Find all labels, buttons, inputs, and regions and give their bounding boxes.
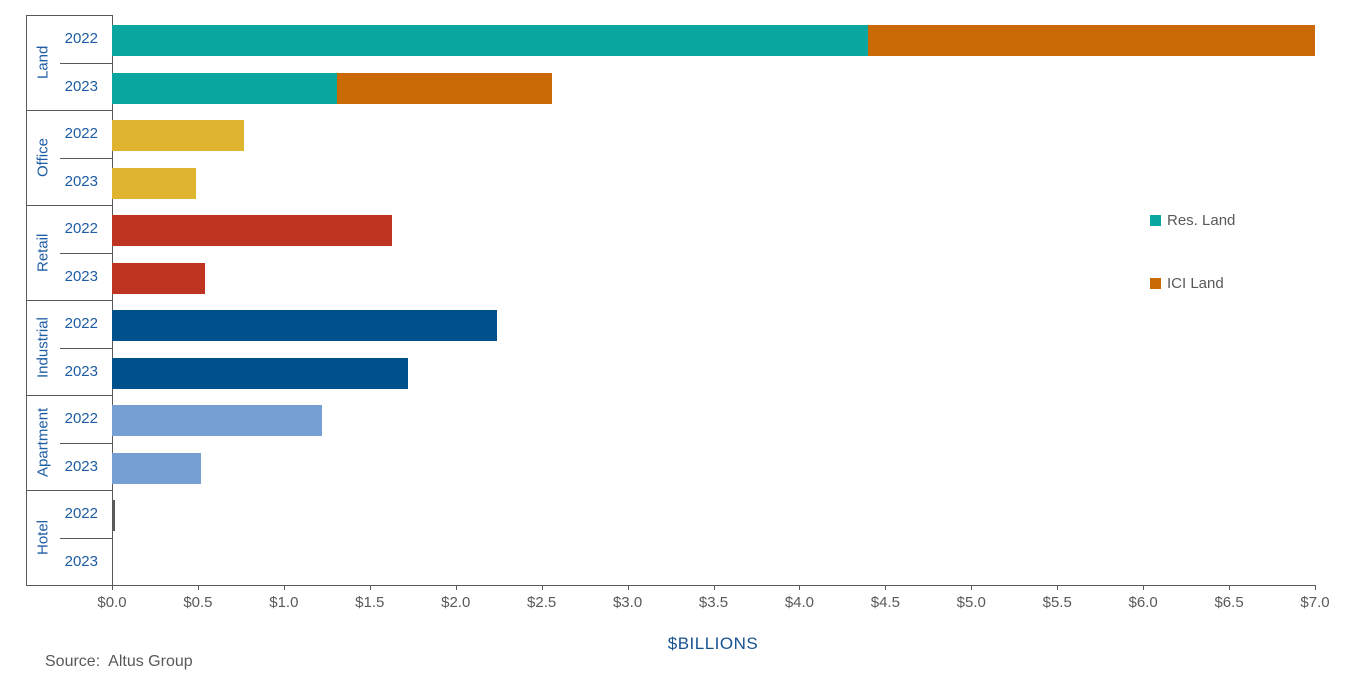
group-separator-line <box>26 300 112 301</box>
bar-land-2022-ici-land <box>868 25 1315 56</box>
x-axis-tick-label: $3.5 <box>698 594 729 611</box>
legend-item-res-land: Res. Land <box>1150 212 1235 229</box>
bar-industrial-2023-industrial <box>112 357 408 389</box>
group-separator-line <box>26 15 112 16</box>
x-axis-tick-label: $5.5 <box>1042 594 1072 611</box>
category-year-label-retail-2022: 2022 <box>64 220 98 238</box>
x-axis-tick-label: $2.0 <box>441 594 471 611</box>
bar-office-2023-office <box>112 167 197 199</box>
bar-apartment-2022-apartment <box>112 405 322 436</box>
category-year-label-apartment-2023: 2023 <box>64 457 98 475</box>
x-axis-tick <box>1057 585 1059 590</box>
x-axis-tick-label: $1.5 <box>355 594 385 611</box>
legend-label-res-land: Res. Land <box>1167 212 1236 229</box>
category-group-label-retail: Retail <box>34 233 52 272</box>
x-axis-tick <box>799 585 801 590</box>
category-year-label-hotel-2023: 2023 <box>64 552 98 570</box>
category-year-label-hotel-2022: 2022 <box>64 505 98 523</box>
category-year-label-retail-2023: 2023 <box>64 267 98 285</box>
x-axis-tick <box>971 585 973 590</box>
category-group-label-apartment: Apartment <box>34 407 52 478</box>
x-axis-tick <box>112 585 113 590</box>
group-separator-line <box>26 395 112 396</box>
res-land-swatch-icon <box>1150 215 1161 226</box>
x-axis-tick-label: $7.0 <box>1300 594 1330 611</box>
bar-apartment-2023-apartment <box>112 452 202 484</box>
x-axis-tick <box>713 585 715 590</box>
x-axis-tick-label: $6.0 <box>1128 594 1158 611</box>
x-axis-tick <box>369 585 371 590</box>
x-axis-tick <box>885 585 887 590</box>
category-year-label-industrial-2023: 2023 <box>64 362 98 380</box>
category-group-label-industrial: Industrial <box>34 317 52 378</box>
x-axis-tick-label: $1.0 <box>269 594 299 611</box>
category-group-label-hotel: Hotel <box>34 519 52 556</box>
x-axis-tick-label: $0.0 <box>97 594 127 611</box>
year-separator-line <box>60 157 112 159</box>
category-year-label-land-2023: 2023 <box>64 77 98 95</box>
bar-land-2023-res-land <box>112 72 338 104</box>
x-axis-tick <box>541 585 543 590</box>
x-axis-tick-label: $3.0 <box>612 594 643 611</box>
x-axis-tick <box>1229 585 1231 590</box>
x-axis-tick <box>1143 585 1145 590</box>
bar-land-2023-ici-land <box>337 72 552 104</box>
bar-retail-2022-retail <box>112 215 393 246</box>
x-axis-tick <box>283 585 285 590</box>
year-separator-line <box>60 442 112 444</box>
category-year-label-apartment-2022: 2022 <box>64 410 98 428</box>
y-axis-line <box>112 15 113 585</box>
x-axis-line <box>26 585 1316 586</box>
x-axis-tick-label: $2.5 <box>527 594 557 611</box>
bar-industrial-2022-industrial <box>112 310 497 341</box>
ici-land-swatch-icon <box>1150 278 1161 289</box>
category-year-label-industrial-2022: 2022 <box>64 315 98 333</box>
year-separator-line <box>60 62 112 64</box>
x-axis-tick <box>455 585 457 590</box>
legend-item-ici-land: ICI Land <box>1150 275 1224 292</box>
x-axis-tick-label: $6.5 <box>1214 594 1244 611</box>
category-year-label-office-2022: 2022 <box>64 125 98 143</box>
bar-hotel-2022-hotel <box>112 500 116 531</box>
x-axis-tick-label: $4.0 <box>784 594 815 611</box>
x-axis-tick-label: $0.5 <box>183 594 213 611</box>
group-separator-line <box>26 110 112 111</box>
group-separator-line <box>26 205 112 206</box>
x-axis-tick-label: $5.0 <box>956 594 986 611</box>
x-axis-title: $BILLIONS <box>667 634 759 653</box>
year-separator-line <box>60 537 112 539</box>
bar-office-2022-office <box>112 120 245 151</box>
legend-label-ici-land: ICI Land <box>1167 275 1224 292</box>
x-axis-tick <box>197 585 199 590</box>
group-separator-line <box>26 490 112 491</box>
year-separator-line <box>60 347 112 349</box>
bar-land-2022-res-land <box>112 25 869 56</box>
x-axis-tick <box>627 585 629 590</box>
year-separator-line <box>60 252 112 254</box>
source-note: Source: Altus Group <box>45 653 193 670</box>
category-group-label-land: Land <box>34 45 52 80</box>
category-group-label-office: Office <box>34 138 52 177</box>
category-year-label-land-2022: 2022 <box>64 30 98 48</box>
x-axis-tick <box>1315 585 1316 590</box>
x-axis-tick-label: $4.5 <box>870 594 900 611</box>
bar-retail-2023-retail <box>112 262 205 294</box>
category-year-label-office-2023: 2023 <box>64 172 98 190</box>
